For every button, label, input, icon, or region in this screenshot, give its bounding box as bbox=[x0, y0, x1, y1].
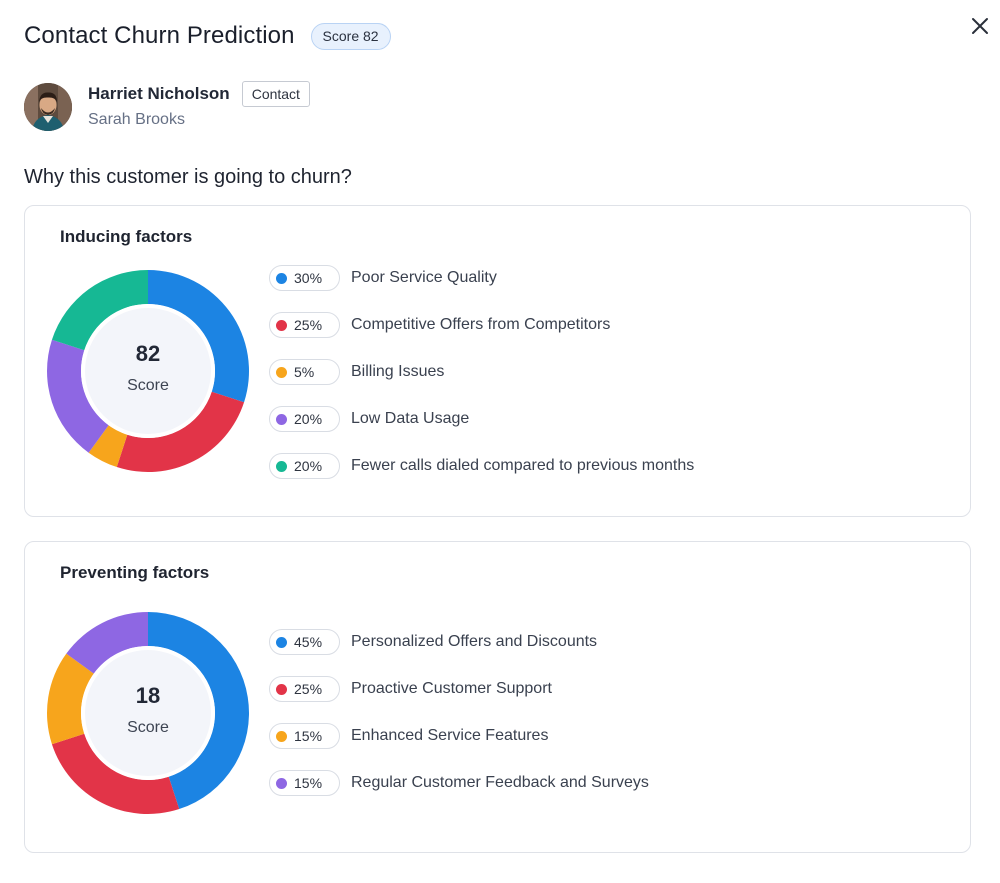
legend-dot bbox=[276, 777, 287, 789]
factor-percent: 25% bbox=[294, 681, 323, 697]
inducing-slice-3[interactable] bbox=[88, 425, 128, 468]
score-badge: Score 82 bbox=[310, 22, 391, 50]
factor-row: 20% Low Data Usage bbox=[269, 406, 694, 432]
avatar bbox=[24, 83, 72, 131]
legend-dot bbox=[276, 319, 287, 331]
inducing-slice-1[interactable] bbox=[148, 270, 249, 403]
factor-percent-pill: 15% bbox=[269, 770, 340, 796]
factor-row: 5% Billing Issues bbox=[269, 359, 694, 385]
inducing-slice-2[interactable] bbox=[116, 391, 245, 472]
legend-dot bbox=[276, 636, 287, 648]
factor-percent: 15% bbox=[294, 775, 323, 791]
factor-percent-pill: 15% bbox=[269, 723, 340, 749]
factor-label: Poor Service Quality bbox=[351, 269, 497, 286]
contact-info: Harriet Nicholson Contact Sarah Brooks bbox=[88, 81, 310, 129]
factor-percent-pill: 25% bbox=[269, 312, 340, 338]
legend-dot bbox=[276, 730, 287, 742]
close-button[interactable] bbox=[966, 12, 994, 40]
preventing-score-center: 18 Score bbox=[46, 611, 250, 815]
inducing-slice-4[interactable] bbox=[47, 339, 109, 453]
preventing-factors-card: Preventing factors 18 Score 45% Personal… bbox=[24, 541, 971, 853]
factor-label: Low Data Usage bbox=[351, 410, 470, 427]
inducing-score-label: Score bbox=[127, 377, 169, 394]
preventing-slice-1[interactable] bbox=[148, 612, 249, 810]
factor-percent: 20% bbox=[294, 458, 323, 474]
factor-label: Regular Customer Feedback and Surveys bbox=[351, 774, 649, 791]
inducing-factor-list: 30% Poor Service Quality 25% Competitive… bbox=[269, 265, 694, 500]
preventing-donut-chart: 18 Score bbox=[46, 611, 250, 815]
close-icon bbox=[972, 18, 988, 34]
contact-summary: Harriet Nicholson Contact Sarah Brooks bbox=[24, 81, 310, 131]
factor-label: Enhanced Service Features bbox=[351, 727, 549, 744]
factor-percent-pill: 25% bbox=[269, 676, 340, 702]
factor-percent: 20% bbox=[294, 411, 323, 427]
factor-percent: 15% bbox=[294, 728, 323, 744]
factor-percent: 5% bbox=[294, 364, 315, 380]
preventing-slice-4[interactable] bbox=[66, 612, 148, 674]
factor-label: Proactive Customer Support bbox=[351, 680, 552, 697]
preventing-factors-title: Preventing factors bbox=[60, 563, 210, 582]
factor-row: 15% Enhanced Service Features bbox=[269, 723, 649, 749]
header: Contact Churn Prediction Score 82 bbox=[24, 22, 391, 50]
preventing-score-value: 18 bbox=[135, 683, 161, 708]
factor-label: Billing Issues bbox=[351, 363, 445, 380]
inducing-slice-5[interactable] bbox=[51, 270, 148, 351]
factor-row: 45% Personalized Offers and Discounts bbox=[269, 629, 649, 655]
contact-owner: Sarah Brooks bbox=[88, 111, 185, 128]
preventing-factor-list: 45% Personalized Offers and Discounts 25… bbox=[269, 629, 649, 817]
factor-percent-pill: 20% bbox=[269, 406, 340, 432]
legend-dot bbox=[276, 366, 287, 378]
factor-percent: 30% bbox=[294, 270, 323, 286]
inducing-factors-card: Inducing factors 82 Score 30% Poor Servi… bbox=[24, 205, 971, 517]
factor-percent: 25% bbox=[294, 317, 323, 333]
preventing-donut-hole bbox=[85, 650, 211, 776]
factor-label: Personalized Offers and Discounts bbox=[351, 633, 598, 650]
inducing-score-center: 82 Score bbox=[46, 269, 250, 473]
section-heading: Why this customer is going to churn? bbox=[24, 166, 352, 188]
record-type-badge: Contact bbox=[241, 81, 310, 107]
contact-name[interactable]: Harriet Nicholson bbox=[88, 84, 230, 103]
factor-row: 25% Proactive Customer Support bbox=[269, 676, 649, 702]
contact-name-row: Harriet Nicholson Contact bbox=[88, 81, 310, 107]
preventing-score-label: Score bbox=[127, 719, 169, 736]
inducing-donut-hole bbox=[85, 308, 211, 434]
factor-percent-pill: 30% bbox=[269, 265, 340, 291]
factor-percent-pill: 5% bbox=[269, 359, 340, 385]
preventing-slice-3[interactable] bbox=[47, 653, 94, 745]
legend-dot bbox=[276, 272, 287, 284]
factor-label: Fewer calls dialed compared to previous … bbox=[351, 457, 695, 474]
preventing-slice-2[interactable] bbox=[51, 733, 180, 814]
factor-row: 20% Fewer calls dialed compared to previ… bbox=[269, 453, 694, 479]
inducing-donut-chart: 82 Score bbox=[46, 269, 250, 473]
page-title: Contact Churn Prediction bbox=[24, 22, 295, 49]
inducing-factors-title: Inducing factors bbox=[60, 227, 193, 246]
factor-row: 30% Poor Service Quality bbox=[269, 265, 694, 291]
legend-dot bbox=[276, 460, 287, 472]
factor-row: 15% Regular Customer Feedback and Survey… bbox=[269, 770, 649, 796]
legend-dot bbox=[276, 413, 287, 425]
factor-percent: 45% bbox=[294, 634, 323, 650]
factor-row: 25% Competitive Offers from Competitors bbox=[269, 312, 694, 338]
factor-percent-pill: 45% bbox=[269, 629, 340, 655]
inducing-score-value: 82 bbox=[135, 341, 161, 366]
factor-percent-pill: 20% bbox=[269, 453, 340, 479]
factor-label: Competitive Offers from Competitors bbox=[351, 316, 611, 333]
legend-dot bbox=[276, 683, 287, 695]
